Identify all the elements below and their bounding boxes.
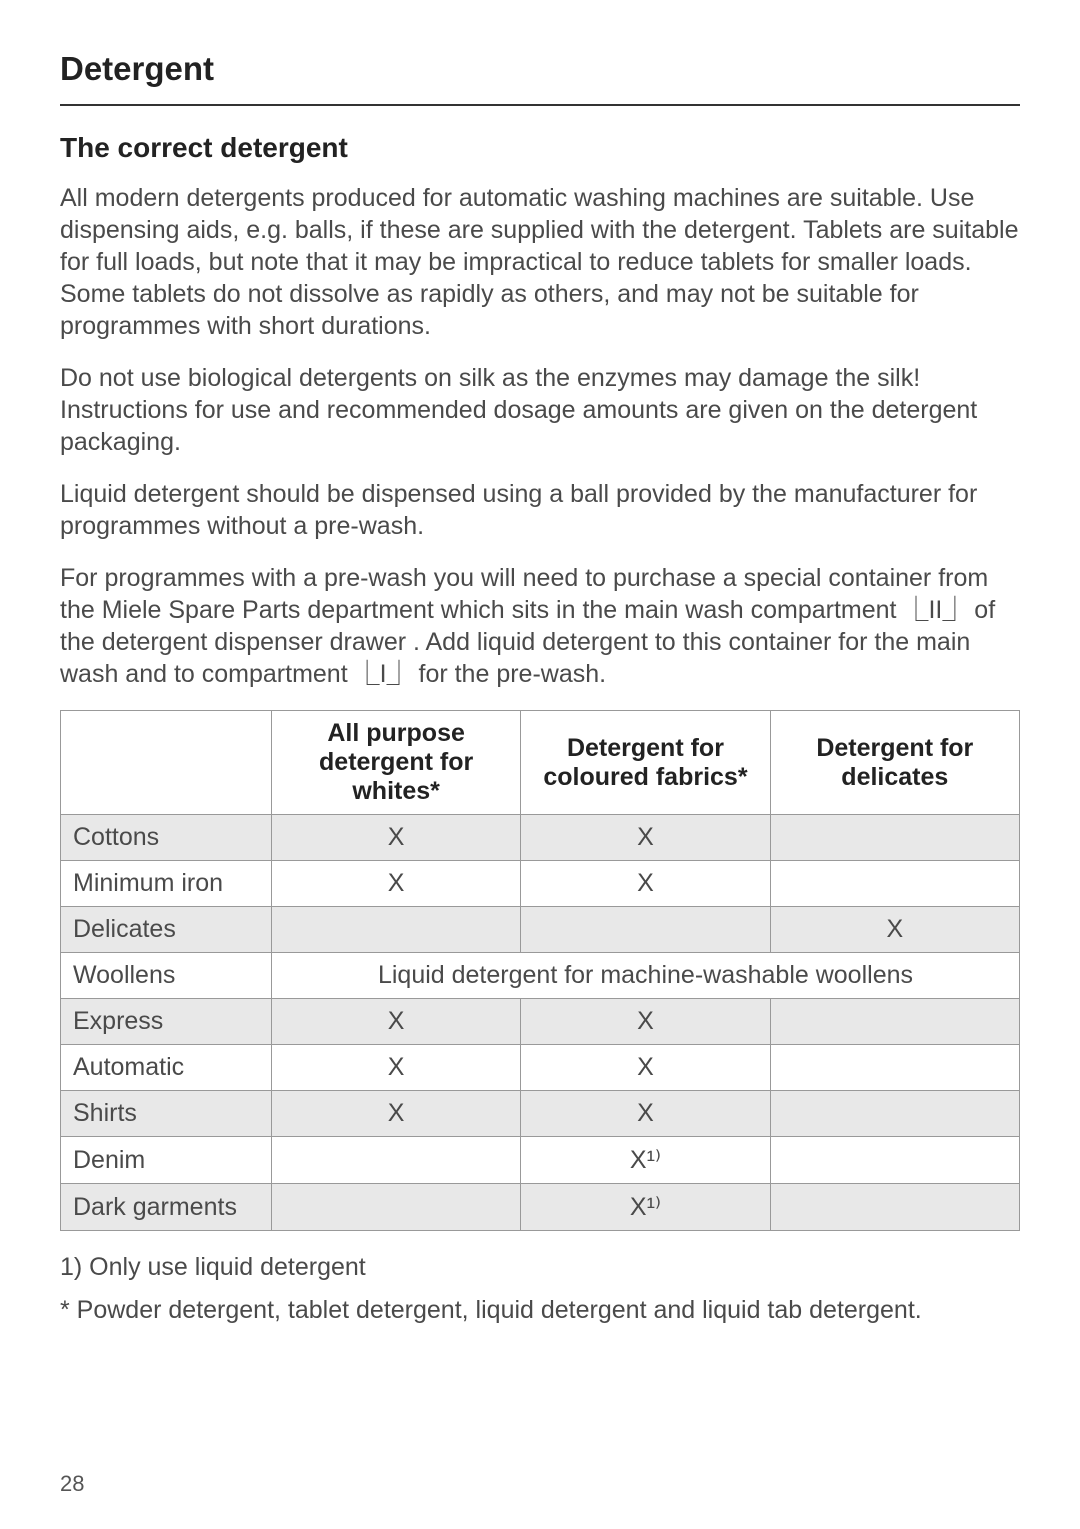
row-cell: X <box>521 1091 770 1137</box>
table-row: Delicates X <box>61 907 1020 953</box>
row-cell <box>271 1137 520 1184</box>
table-row: ExpressXX <box>61 999 1020 1045</box>
page-number: 28 <box>60 1471 84 1497</box>
section-title: Detergent <box>60 50 1020 106</box>
row-cell: X <box>521 999 770 1045</box>
paragraph-1: All modern detergents produced for autom… <box>60 182 1020 342</box>
row-cell: X <box>521 1045 770 1091</box>
row-cell <box>770 1091 1019 1137</box>
row-cell <box>770 815 1019 861</box>
row-label: Express <box>61 999 272 1045</box>
table-row: Minimum ironXX <box>61 861 1020 907</box>
compartment-main-icon: ⎿II⏌ <box>903 594 967 626</box>
row-cell: X¹⁾ <box>521 1184 770 1231</box>
table-row: WoollensLiquid detergent for machine-was… <box>61 953 1020 999</box>
row-cell: X <box>521 861 770 907</box>
header-delicates: Detergent for delicates <box>770 711 1019 815</box>
detergent-table: All purpose detergent for whites* Deterg… <box>60 710 1020 1231</box>
row-label: Shirts <box>61 1091 272 1137</box>
footnote-2: * Powder detergent, tablet detergent, li… <box>60 1296 1020 1325</box>
footnote-1: 1) Only use liquid detergent <box>60 1253 1020 1282</box>
header-whites: All purpose detergent for whites* <box>271 711 520 815</box>
table-row: Dark garments X¹⁾ <box>61 1184 1020 1231</box>
row-cell <box>770 861 1019 907</box>
row-cell <box>271 1184 520 1231</box>
row-cell: X <box>521 815 770 861</box>
row-cell <box>521 907 770 953</box>
row-cell <box>770 1045 1019 1091</box>
row-label: Dark garments <box>61 1184 272 1231</box>
row-label: Delicates <box>61 907 272 953</box>
compartment-pre-icon: ⎿I⏌ <box>355 658 412 690</box>
paragraph-3: Liquid detergent should be dispensed usi… <box>60 478 1020 542</box>
row-label: Automatic <box>61 1045 272 1091</box>
paragraph-4a: For programmes with a pre-wash you will … <box>60 564 988 624</box>
row-label: Denim <box>61 1137 272 1184</box>
row-cell: X <box>271 1045 520 1091</box>
table-row: Denim X¹⁾ <box>61 1137 1020 1184</box>
row-cell <box>271 907 520 953</box>
row-label: Minimum iron <box>61 861 272 907</box>
row-cell <box>770 999 1019 1045</box>
row-cell: X <box>271 815 520 861</box>
row-cell <box>770 1184 1019 1231</box>
row-label: Cottons <box>61 815 272 861</box>
paragraph-4: For programmes with a pre-wash you will … <box>60 562 1020 690</box>
table-row: ShirtsXX <box>61 1091 1020 1137</box>
table-row: CottonsXX <box>61 815 1020 861</box>
paragraph-4c: for the pre-wash. <box>412 660 607 688</box>
subsection-title: The correct detergent <box>60 132 1020 164</box>
row-label: Woollens <box>61 953 272 999</box>
row-cell <box>770 1137 1019 1184</box>
row-span-cell: Liquid detergent for machine-washable wo… <box>271 953 1019 999</box>
header-coloured: Detergent for coloured fabrics* <box>521 711 770 815</box>
row-cell: X <box>271 1091 520 1137</box>
table-row: AutomaticXX <box>61 1045 1020 1091</box>
row-cell: X <box>271 861 520 907</box>
paragraph-2: Do not use biological detergents on silk… <box>60 362 1020 458</box>
row-cell: X¹⁾ <box>521 1137 770 1184</box>
header-empty <box>61 711 272 815</box>
row-cell: X <box>770 907 1019 953</box>
row-cell: X <box>271 999 520 1045</box>
